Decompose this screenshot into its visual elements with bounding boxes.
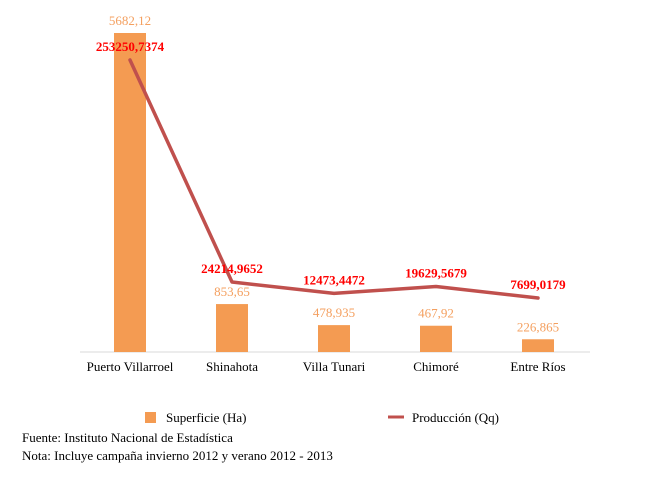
- bar-data-label: 478,935: [313, 305, 355, 320]
- bar: [318, 325, 350, 352]
- x-tick-label: Shinahota: [206, 359, 258, 374]
- line-data-label: 253250,7374: [96, 39, 165, 54]
- line-data-label: 7699,0179: [510, 277, 566, 292]
- line-data-label: 12473,4472: [303, 272, 365, 287]
- bar-data-label: 5682,12: [109, 13, 151, 28]
- bar-data-label: 467,92: [418, 306, 454, 321]
- bar-data-label: 853,65: [214, 284, 250, 299]
- x-tick-label: Entre Ríos: [510, 359, 565, 374]
- line-data-label: 24214,9652: [201, 261, 263, 276]
- x-tick-label: Puerto Villarroel: [87, 359, 174, 374]
- chart: 5682,12 Puerto Villarroel 853,65 Shinahota 4…: [80, 13, 590, 425]
- legend-swatch-bar: [145, 412, 156, 423]
- bar: [216, 304, 248, 352]
- legend-label: Producción (Qq): [412, 410, 499, 425]
- legend-label: Superficie (Ha): [166, 410, 247, 425]
- line-series: [128, 58, 540, 300]
- line-data-label: 19629,5679: [405, 265, 467, 280]
- bar: [420, 325, 452, 352]
- bar: [522, 339, 554, 352]
- footnote: Nota: Incluye campaña invierno 2012 y ve…: [22, 448, 333, 463]
- x-tick-label: Villa Tunari: [303, 359, 366, 374]
- x-tick-label: Chimoré: [413, 359, 459, 374]
- bar-data-label: 226,865: [517, 319, 559, 334]
- source-note: Fuente: Instituto Nacional de Estadístic…: [22, 430, 233, 445]
